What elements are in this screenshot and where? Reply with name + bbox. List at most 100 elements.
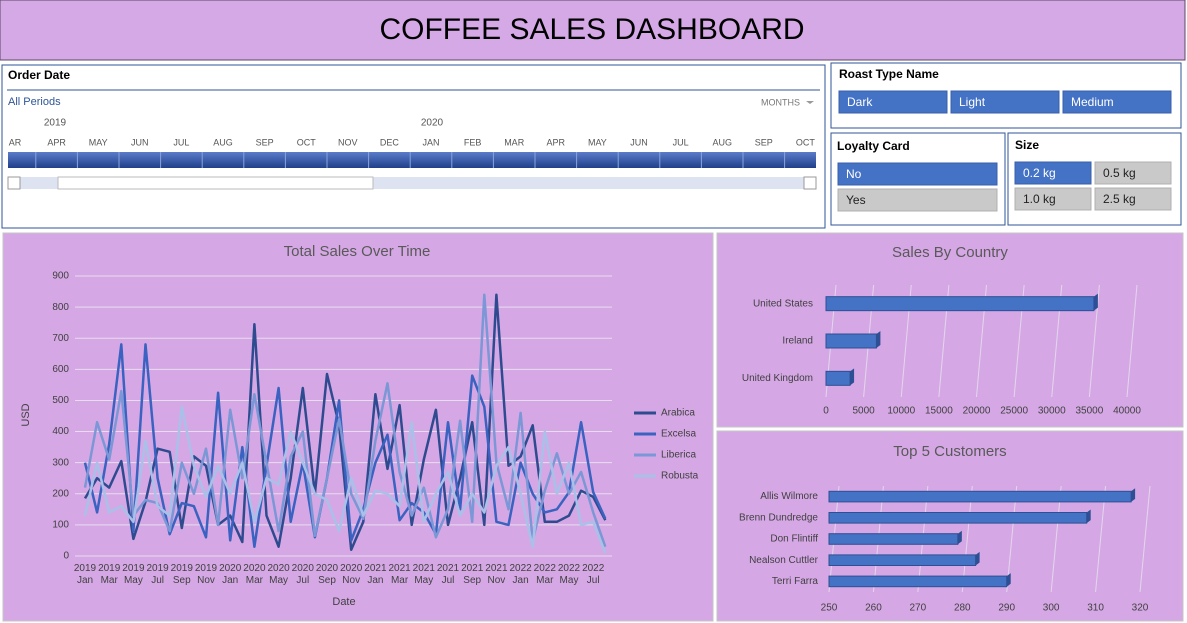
chart-title: Total Sales Over Time — [284, 243, 431, 260]
legend-label[interactable]: Arabica — [661, 408, 695, 419]
bar — [828, 490, 1132, 503]
bar — [828, 533, 959, 545]
category-label: Don Flintiff — [770, 534, 818, 545]
slicer-button[interactable] — [837, 162, 998, 186]
series-line — [83, 293, 607, 548]
x-tick-label: 2021 Jan — [364, 563, 387, 586]
slicer-button[interactable] — [1094, 187, 1172, 211]
month-label: JAN — [422, 137, 439, 147]
month-label: AUG — [213, 137, 233, 147]
bar — [828, 554, 977, 567]
slicer-button-label[interactable]: Yes — [846, 193, 866, 207]
header-band — [0, 0, 1186, 61]
chart-title: Sales By Country — [892, 244, 1008, 261]
x-tick-label: 25000 — [1000, 406, 1028, 417]
x-tick-label: 5000 — [853, 406, 876, 417]
slicer-button-label[interactable]: Dark — [847, 95, 873, 109]
legend-label[interactable]: Liberica — [661, 450, 696, 461]
x-tick-label: 260 — [865, 603, 882, 614]
slicer-button-label[interactable]: 2.5 kg — [1103, 192, 1136, 206]
y-tick-label: 200 — [52, 488, 69, 499]
y-tick-label: 500 — [52, 395, 69, 406]
x-tick-label: 2019 Nov — [194, 563, 218, 586]
x-tick-label: 2019 Mar — [98, 563, 121, 586]
year-label: 2019 — [44, 118, 67, 129]
month-label: JUL — [673, 137, 689, 147]
series-line — [83, 343, 607, 548]
time-level[interactable]: MONTHS — [761, 97, 800, 107]
month-label: JUL — [173, 137, 189, 147]
y-tick-label: 600 — [52, 364, 69, 375]
month-label: FEB — [464, 137, 482, 147]
x-tick-label: 2019 Jul — [146, 563, 169, 586]
series-line — [83, 293, 607, 552]
y-tick-label: 0 — [63, 551, 69, 562]
dropdown-arrow[interactable] — [806, 101, 814, 104]
month-label: APR — [547, 137, 566, 147]
period-range[interactable]: All Periods — [8, 96, 61, 108]
slicer-button-label[interactable]: 0.2 kg — [1023, 166, 1056, 180]
bar-depth — [1086, 509, 1091, 524]
timeline-bar[interactable] — [8, 152, 816, 168]
month-label: OCT — [796, 137, 816, 147]
slicer-title: Roast Type Name — [839, 67, 939, 81]
legend-label[interactable]: Excelsa — [661, 429, 696, 440]
x-tick-label: 2019 Sep — [170, 563, 193, 586]
slicer-button-label[interactable]: 1.0 kg — [1023, 192, 1056, 206]
slicer-button-label[interactable]: Medium — [1071, 95, 1114, 109]
slicer-button-label[interactable]: 0.5 kg — [1103, 166, 1136, 180]
slicer-button[interactable] — [950, 90, 1060, 114]
x-tick-label: 2022 Jul — [582, 563, 605, 586]
grid-line — [961, 485, 973, 593]
x-axis-label: Date — [332, 596, 355, 608]
scroll-left[interactable] — [7, 176, 21, 190]
y-tick-label: 800 — [52, 302, 69, 313]
bar-depth — [975, 551, 980, 566]
customer-chart-panel — [716, 430, 1184, 622]
x-tick-label: 2021 Jul — [436, 563, 460, 586]
slicer-button[interactable] — [1014, 187, 1092, 211]
slicer-title: Size — [1015, 138, 1039, 152]
scroll-thumb[interactable] — [57, 176, 374, 190]
y-tick-label: 700 — [52, 333, 69, 344]
x-tick-label: 2021 Mar — [388, 563, 411, 586]
x-tick-label: 2020 Sep — [315, 563, 339, 586]
grid-line — [1095, 485, 1107, 593]
x-tick-label: 2021 May — [412, 563, 435, 586]
month-label: DEC — [380, 137, 400, 147]
month-label: MAR — [504, 137, 525, 147]
slicer-button[interactable] — [1014, 161, 1092, 185]
x-tick-label: 2020 Jan — [219, 563, 242, 586]
bar-depth — [957, 530, 962, 545]
bar-depth — [1006, 573, 1011, 587]
x-tick-label: 2020 Nov — [340, 563, 363, 586]
scroll-right[interactable] — [803, 176, 817, 190]
x-tick-label: 310 — [1087, 603, 1104, 614]
x-tick-label: 2021 Nov — [485, 563, 508, 586]
slicer-button-label[interactable]: No — [846, 167, 862, 181]
slicer-button[interactable] — [1094, 161, 1172, 185]
x-tick-label: 40000 — [1113, 406, 1141, 417]
slicer-button-label[interactable]: Light — [959, 95, 986, 109]
bar-depth — [850, 368, 855, 386]
legend-label[interactable]: Robusta — [661, 471, 699, 482]
bar — [828, 575, 1008, 588]
category-label: United Kingdom — [742, 373, 813, 384]
x-tick-label: 2022 Jan — [509, 563, 532, 586]
y-tick-label: 400 — [52, 426, 69, 437]
bar — [825, 370, 851, 386]
x-tick-label: 2022 May — [557, 563, 581, 586]
chart-title: Top 5 Customers — [893, 443, 1006, 460]
month-label: MAY — [588, 137, 607, 147]
slicer-button[interactable] — [837, 188, 998, 212]
month-label: SEP — [256, 137, 274, 147]
category-label: United States — [753, 298, 813, 309]
y-tick-label: 900 — [52, 271, 69, 282]
series-line — [83, 405, 607, 554]
slicer-button[interactable] — [1062, 90, 1172, 114]
x-tick-label: 2019 Jan — [73, 563, 97, 586]
slicer-button[interactable] — [838, 90, 948, 114]
month-label: SEP — [755, 137, 773, 147]
